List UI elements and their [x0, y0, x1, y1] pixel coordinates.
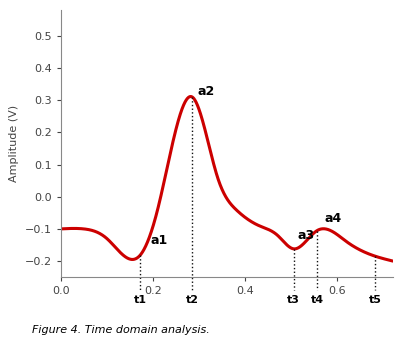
- Text: Figure 4. Time domain analysis.: Figure 4. Time domain analysis.: [32, 324, 210, 335]
- Y-axis label: Amplitude (V): Amplitude (V): [9, 105, 19, 182]
- Text: t5: t5: [369, 295, 382, 305]
- Text: a2: a2: [198, 86, 215, 98]
- Text: a1: a1: [150, 234, 168, 247]
- Text: t1: t1: [134, 295, 147, 305]
- Text: t2: t2: [186, 295, 199, 305]
- Text: t3: t3: [287, 295, 300, 305]
- Text: a4: a4: [324, 212, 341, 224]
- Text: t4: t4: [311, 295, 324, 305]
- Text: a3: a3: [297, 229, 315, 242]
